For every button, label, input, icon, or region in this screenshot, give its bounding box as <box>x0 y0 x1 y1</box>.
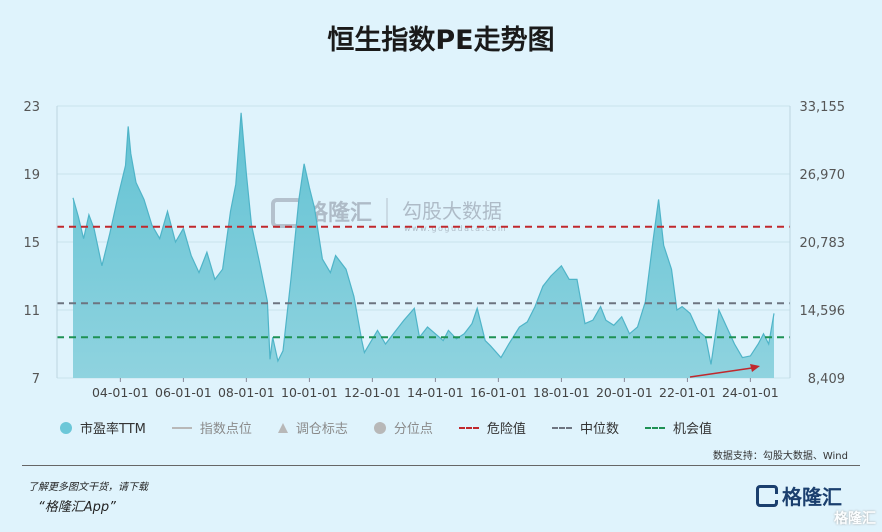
dot-icon <box>373 421 386 434</box>
pe-series <box>72 112 775 379</box>
footer-divider <box>22 465 860 466</box>
watermark-right: 勾股大数据 <box>402 199 502 223</box>
y2-tick-label: 20,783 <box>800 236 846 251</box>
x-tick-label: 12-01-01 <box>344 385 401 400</box>
y2-tick-label: 14,596 <box>800 304 846 319</box>
legend-item[interactable]: 指数点位 <box>171 418 252 437</box>
dot-icon <box>60 421 72 434</box>
legend-label: 指数点位 <box>199 422 252 437</box>
x-tick-label: 20-01-01 <box>596 385 653 400</box>
x-tick-label: 18-01-01 <box>533 385 590 400</box>
x-tick-label: 14-01-01 <box>407 385 464 400</box>
trend-arrowhead <box>750 364 760 372</box>
line-icon <box>458 426 479 429</box>
chart-title: 恒生指数PE走势图 <box>327 25 555 56</box>
y2-tick-label: 33,155 <box>800 100 846 115</box>
y2-tick-label: 8,409 <box>808 372 845 387</box>
y-tick-label: 23 <box>23 100 40 115</box>
legend-item[interactable]: 危险值 <box>458 418 526 437</box>
x-tick-label: 16-01-01 <box>470 385 527 400</box>
legend-label: 调仓标志 <box>295 422 348 437</box>
legend-item[interactable]: 分位点 <box>373 418 433 437</box>
brand-logo-icon <box>756 484 778 507</box>
corner-watermark: 格隆汇 <box>834 511 876 527</box>
brand-name: 格隆汇 <box>782 485 842 509</box>
x-tick-label: 08-01-01 <box>218 385 275 400</box>
x-tick-label: 06-01-01 <box>155 385 212 400</box>
footer-app-name: “格隆汇App” <box>38 500 116 515</box>
legend-item[interactable]: 调仓标志 <box>277 418 348 437</box>
line-icon <box>644 426 665 429</box>
reference-lines <box>57 225 790 339</box>
line-icon <box>551 426 572 429</box>
legend-item[interactable]: 中位数 <box>551 418 619 437</box>
y-axis-labels: 23 19 15 11 7 <box>23 100 40 387</box>
triangle-icon <box>277 422 288 433</box>
x-axis-labels: 04-01-01 06-01-01 08-01-01 10-01-01 12-01-01… <box>92 378 779 400</box>
legend-item[interactable]: 市盈率TTM <box>60 418 146 437</box>
pe-line <box>72 112 775 365</box>
footer-download-text: 了解更多图文干货，请下载 <box>28 482 148 493</box>
data-source: 数据支持：勾股大数据、Wind <box>712 451 848 462</box>
legend-label: 分位点 <box>393 422 433 437</box>
y2-tick-label: 26,970 <box>800 168 846 183</box>
watermark-url: www.gogudata.com <box>404 224 507 233</box>
legend-item[interactable]: 机会值 <box>644 418 712 437</box>
x-tick-label: 10-01-01 <box>281 385 338 400</box>
legend-label: 市盈率TTM <box>80 422 146 437</box>
legend-label: 机会值 <box>672 422 712 437</box>
x-tick-label: 24-01-01 <box>722 385 779 400</box>
y-tick-label: 7 <box>32 372 40 387</box>
axes <box>56 106 791 378</box>
y-tick-label: 11 <box>23 304 40 319</box>
line-icon <box>171 426 192 429</box>
y-tick-label: 15 <box>23 236 40 251</box>
x-tick-label: 04-01-01 <box>92 385 149 400</box>
legend-label: 中位数 <box>579 422 619 437</box>
trend-arrow <box>689 364 760 378</box>
x-tick-label: 22-01-01 <box>659 385 716 400</box>
trend-arrow-line <box>689 367 753 378</box>
pe-area <box>73 112 774 379</box>
brand-logo: 格隆汇 <box>756 481 842 510</box>
y2-axis-labels: 33,155 26,970 20,783 14,596 8,409 <box>800 100 846 387</box>
legend: 市盈率TTM 指数点位 调仓标志 分位点 危险值 中位数 机会值 <box>60 418 738 437</box>
y-tick-label: 19 <box>23 168 40 183</box>
legend-label: 危险值 <box>486 422 526 437</box>
